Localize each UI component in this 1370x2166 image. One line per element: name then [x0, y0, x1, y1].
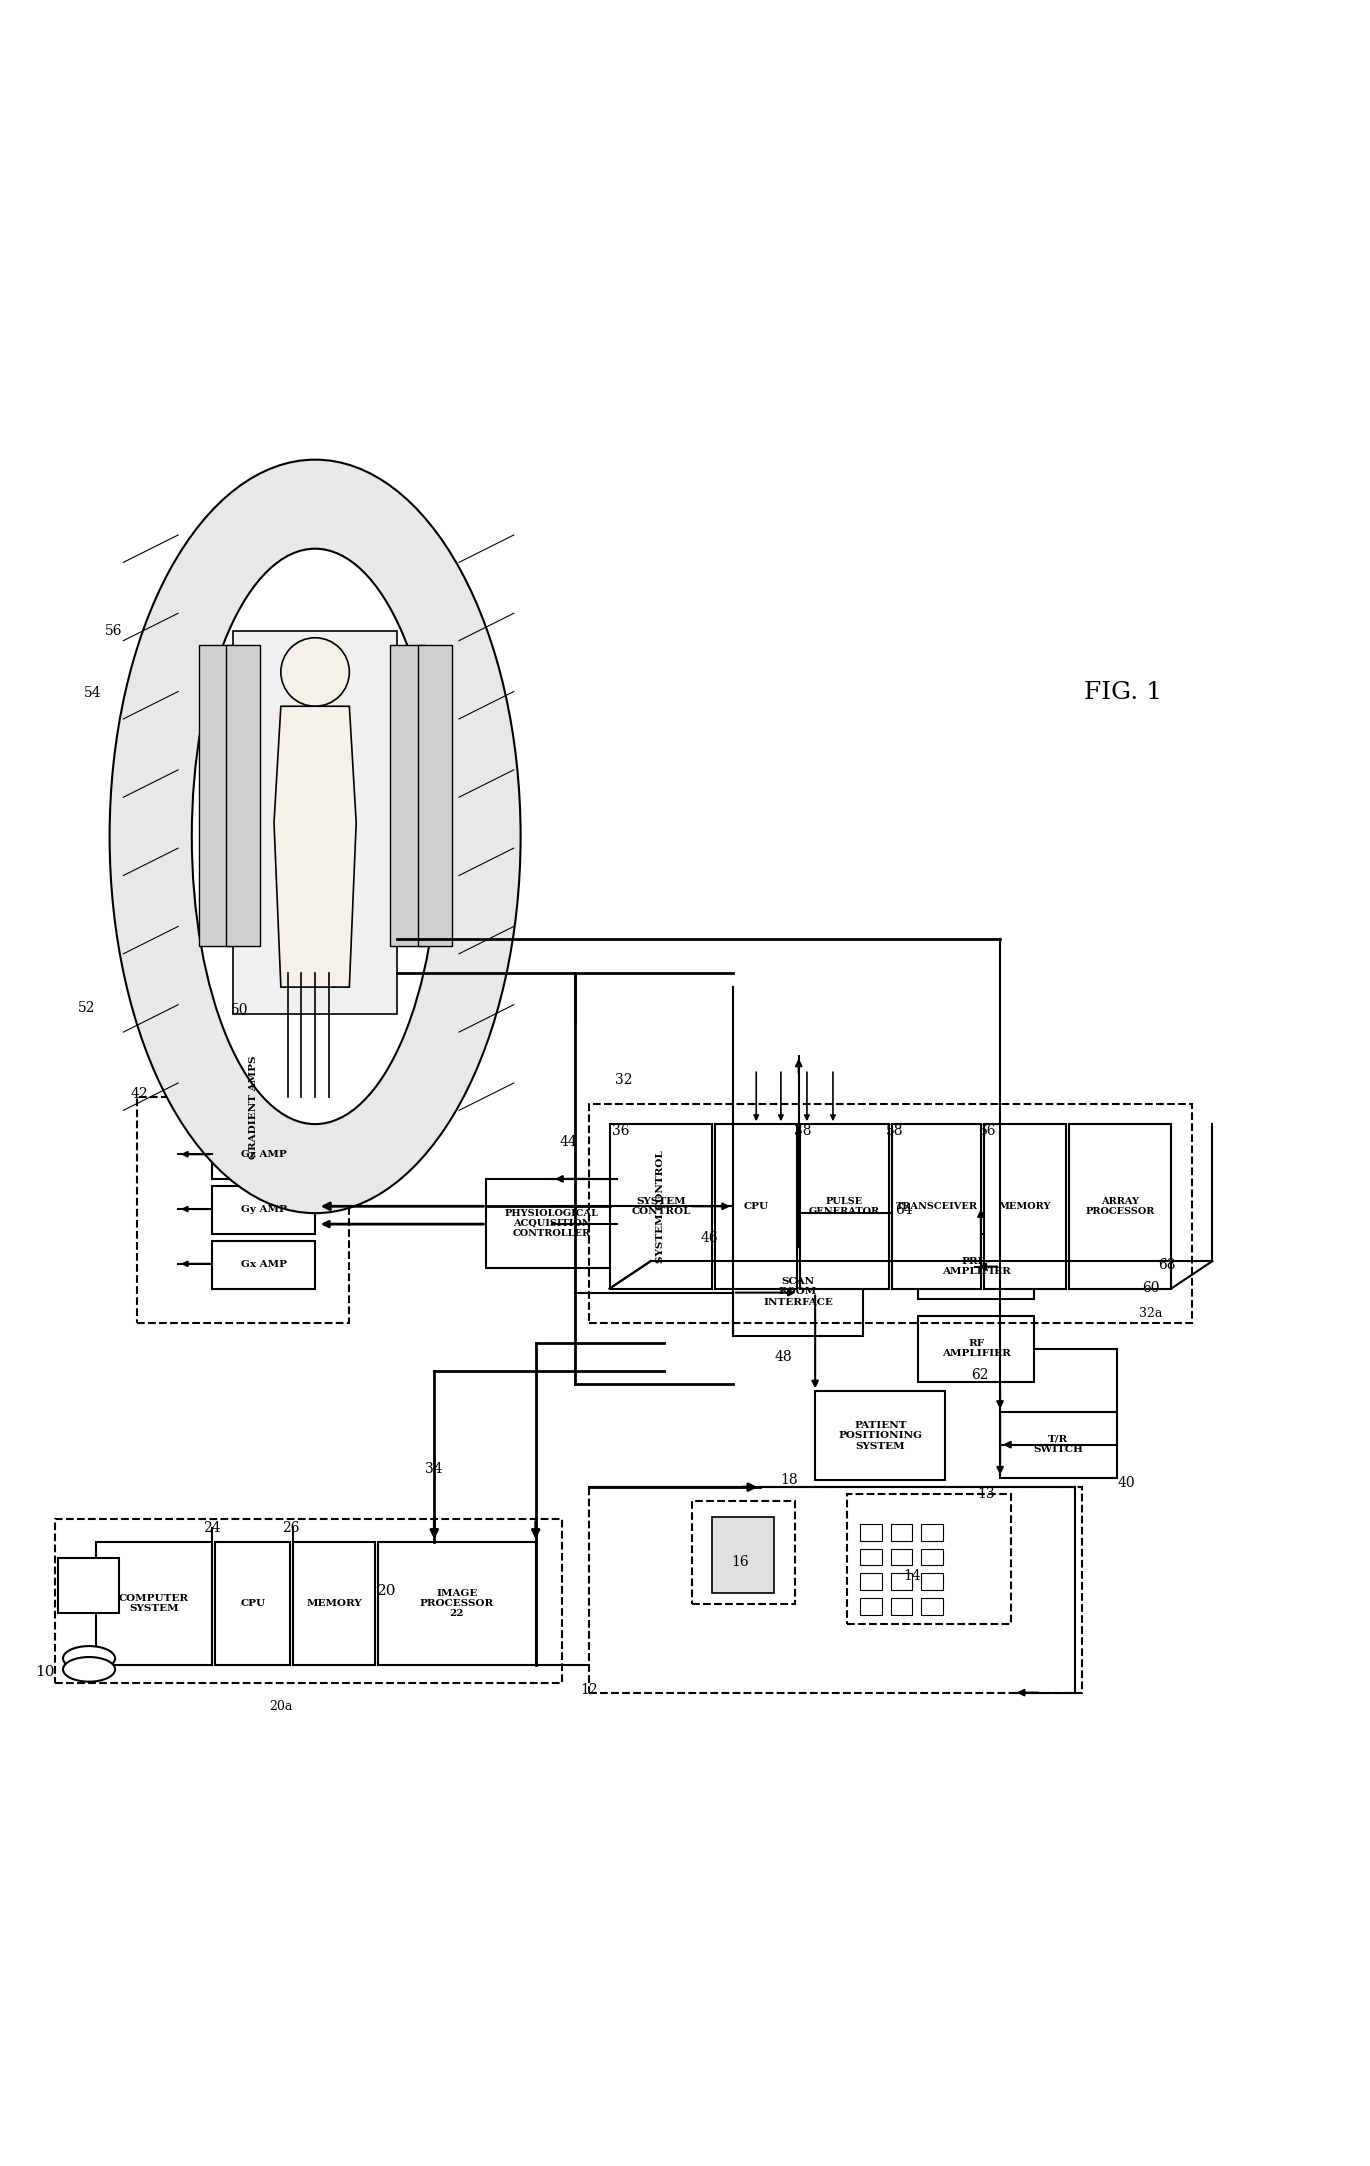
Text: 24: 24	[204, 1521, 221, 1536]
Text: 26: 26	[282, 1521, 299, 1536]
Text: 18: 18	[781, 1473, 797, 1488]
Ellipse shape	[63, 1657, 115, 1681]
Text: 14: 14	[904, 1568, 921, 1583]
Text: 40: 40	[1118, 1475, 1134, 1490]
FancyBboxPatch shape	[890, 1599, 912, 1614]
Text: 32a: 32a	[1138, 1306, 1163, 1319]
FancyBboxPatch shape	[815, 1391, 945, 1479]
FancyBboxPatch shape	[610, 1124, 712, 1289]
Text: 60: 60	[1143, 1282, 1159, 1295]
Text: 68: 68	[1159, 1258, 1175, 1271]
FancyBboxPatch shape	[860, 1549, 882, 1566]
Text: 13: 13	[978, 1488, 995, 1501]
Text: SYSTEM
CONTROL: SYSTEM CONTROL	[632, 1196, 690, 1215]
FancyBboxPatch shape	[890, 1525, 912, 1540]
FancyBboxPatch shape	[890, 1549, 912, 1566]
FancyBboxPatch shape	[1069, 1124, 1171, 1289]
FancyBboxPatch shape	[715, 1124, 797, 1289]
Text: 16: 16	[732, 1555, 748, 1570]
Polygon shape	[274, 706, 356, 988]
Text: PRE-
AMPLIFIER: PRE- AMPLIFIER	[941, 1256, 1011, 1276]
Text: PATIENT
POSITIONING
SYSTEM: PATIENT POSITIONING SYSTEM	[838, 1421, 922, 1451]
FancyBboxPatch shape	[390, 645, 425, 947]
Text: 20a: 20a	[269, 1700, 293, 1713]
Text: 32: 32	[615, 1074, 632, 1087]
FancyBboxPatch shape	[58, 1557, 119, 1614]
FancyBboxPatch shape	[212, 1131, 315, 1178]
Text: 10: 10	[36, 1666, 55, 1679]
FancyBboxPatch shape	[892, 1124, 981, 1289]
Text: Gx AMP: Gx AMP	[241, 1261, 286, 1269]
Text: 20: 20	[377, 1583, 396, 1599]
Text: Gz AMP: Gz AMP	[241, 1150, 286, 1159]
Text: IMAGE
PROCESSOR
22: IMAGE PROCESSOR 22	[419, 1588, 495, 1618]
FancyBboxPatch shape	[1000, 1412, 1117, 1477]
FancyBboxPatch shape	[921, 1525, 943, 1540]
Text: 38: 38	[795, 1124, 811, 1137]
FancyBboxPatch shape	[96, 1542, 212, 1666]
Text: SYSTEM CONTROL: SYSTEM CONTROL	[656, 1150, 664, 1263]
FancyBboxPatch shape	[918, 1317, 1034, 1382]
Text: SCAN
ROOM
INTERFACE: SCAN ROOM INTERFACE	[763, 1278, 833, 1306]
Ellipse shape	[110, 459, 521, 1213]
Text: 52: 52	[78, 1001, 95, 1014]
Text: TRANSCEIVER: TRANSCEIVER	[896, 1202, 977, 1211]
Circle shape	[281, 637, 349, 706]
Ellipse shape	[192, 548, 438, 1124]
FancyBboxPatch shape	[860, 1525, 882, 1540]
Text: 42: 42	[132, 1087, 148, 1100]
FancyBboxPatch shape	[921, 1573, 943, 1590]
FancyBboxPatch shape	[293, 1542, 375, 1666]
Text: PULSE
GENERATOR: PULSE GENERATOR	[810, 1196, 880, 1215]
Text: 62: 62	[971, 1367, 988, 1382]
FancyBboxPatch shape	[984, 1124, 1066, 1289]
Text: RF
AMPLIFIER: RF AMPLIFIER	[941, 1339, 1011, 1358]
FancyBboxPatch shape	[212, 1241, 315, 1289]
Text: 56: 56	[105, 624, 122, 639]
FancyBboxPatch shape	[890, 1573, 912, 1590]
Text: 48: 48	[775, 1349, 792, 1365]
FancyBboxPatch shape	[918, 1235, 1034, 1300]
FancyBboxPatch shape	[212, 1185, 315, 1235]
Text: 66: 66	[978, 1124, 995, 1137]
FancyBboxPatch shape	[215, 1542, 290, 1666]
FancyBboxPatch shape	[860, 1573, 882, 1590]
FancyBboxPatch shape	[226, 645, 260, 947]
FancyBboxPatch shape	[921, 1549, 943, 1566]
FancyBboxPatch shape	[712, 1518, 774, 1592]
FancyBboxPatch shape	[921, 1599, 943, 1614]
FancyBboxPatch shape	[418, 645, 452, 947]
FancyBboxPatch shape	[378, 1542, 536, 1666]
Text: 54: 54	[85, 687, 101, 700]
Text: 58: 58	[886, 1124, 903, 1137]
FancyBboxPatch shape	[692, 1501, 795, 1603]
Text: 64: 64	[896, 1204, 912, 1217]
Text: 36: 36	[612, 1124, 629, 1137]
Text: 12: 12	[581, 1683, 597, 1696]
Text: 50: 50	[232, 1003, 248, 1018]
FancyBboxPatch shape	[486, 1178, 616, 1267]
Text: MEMORY: MEMORY	[307, 1599, 362, 1607]
Text: 34: 34	[426, 1462, 443, 1477]
Text: 46: 46	[701, 1230, 718, 1245]
Text: Gy AMP: Gy AMP	[241, 1204, 286, 1215]
FancyBboxPatch shape	[233, 630, 397, 1014]
FancyBboxPatch shape	[847, 1495, 1011, 1624]
Text: ARRAY
PROCESSOR: ARRAY PROCESSOR	[1085, 1196, 1155, 1215]
FancyBboxPatch shape	[800, 1124, 889, 1289]
Text: MEMORY: MEMORY	[999, 1202, 1051, 1211]
FancyBboxPatch shape	[733, 1248, 863, 1336]
FancyBboxPatch shape	[199, 645, 233, 947]
Text: 44: 44	[560, 1135, 577, 1148]
FancyBboxPatch shape	[860, 1599, 882, 1614]
Text: CPU: CPU	[240, 1599, 266, 1607]
Text: FIG. 1: FIG. 1	[1085, 680, 1162, 704]
Text: COMPUTER
SYSTEM: COMPUTER SYSTEM	[119, 1594, 189, 1614]
Text: T/R
SWITCH: T/R SWITCH	[1033, 1436, 1084, 1453]
Text: CPU: CPU	[744, 1202, 769, 1211]
Ellipse shape	[63, 1646, 115, 1670]
Text: PHYSIOLOGICAL
ACQUISITION
CONTROLLER: PHYSIOLOGICAL ACQUISITION CONTROLLER	[504, 1209, 599, 1239]
Text: GRADIENT AMPS: GRADIENT AMPS	[249, 1055, 258, 1159]
